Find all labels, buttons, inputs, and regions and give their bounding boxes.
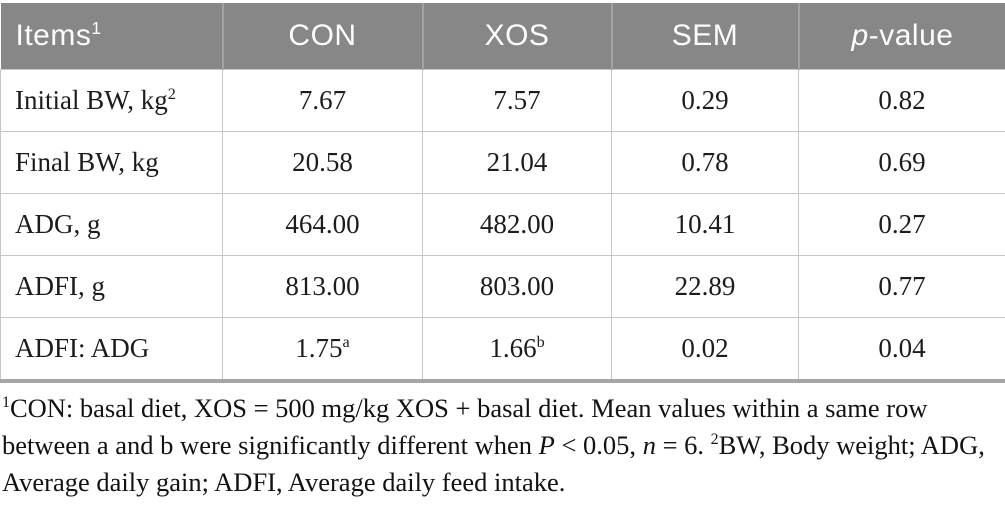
table-row: ADG, g 464.00 482.00 10.41 0.27 (0, 193, 1005, 256)
footnote-superscript-1: 1 (2, 394, 10, 412)
header-con: CON (221, 3, 423, 70)
con-value: 464.00 (285, 209, 360, 239)
con-value: 1.75 (295, 333, 343, 363)
cell-con: 1.75a (222, 317, 423, 382)
header-pvalue-rest: -value (868, 19, 954, 52)
con-value: 7.67 (298, 85, 347, 115)
cell-pvalue: 0.27 (798, 193, 1005, 256)
footnote-superscript-2: 2 (710, 431, 719, 449)
header-items: Items1 (0, 3, 223, 70)
xos-value: 482.00 (479, 209, 555, 239)
cell-xos: 21.04 (422, 131, 612, 194)
cell-con: 464.00 (222, 193, 423, 256)
cell-con: 813.00 (222, 255, 423, 318)
footnote-text-1: CON: basal diet, XOS = 500 mg/kg XOS + b… (2, 393, 928, 460)
item-label: Initial BW, kg (15, 85, 168, 115)
footnote-text-2: < 0.05, (554, 430, 643, 460)
cell-item: ADFI, g (0, 255, 223, 318)
header-items-label: Items (15, 19, 92, 52)
item-label: ADG, g (15, 209, 101, 239)
xos-value: 21.04 (486, 147, 548, 177)
xos-superscript: b (536, 333, 545, 351)
cell-pvalue: 0.82 (798, 69, 1005, 132)
cell-sem: 0.02 (611, 317, 799, 382)
header-row: Items1 CON XOS SEM p-value (0, 3, 1005, 70)
table-row: Final BW, kg 20.58 21.04 0.78 0.69 (0, 131, 1005, 194)
header-sem: SEM (610, 3, 799, 70)
cell-xos: 1.66b (422, 317, 612, 382)
table-row: ADFI: ADG 1.75a 1.66b 0.02 0.04 (0, 317, 1005, 382)
con-value: 813.00 (285, 271, 360, 301)
cell-sem: 22.89 (611, 255, 799, 318)
con-value: 20.58 (292, 147, 353, 177)
header-pvalue: p-value (797, 3, 1005, 70)
footnote-p-italic: P (538, 430, 555, 460)
cell-xos: 482.00 (422, 193, 612, 256)
item-label: ADFI: ADG (15, 333, 150, 363)
item-superscript: 2 (167, 85, 176, 103)
con-superscript: a (342, 333, 350, 351)
header-pvalue-p: p (851, 19, 869, 52)
item-label: ADFI, g (15, 271, 106, 301)
table-footnote: 1CON: basal diet, XOS = 500 mg/kg XOS + … (2, 390, 1002, 501)
table-row: ADFI, g 813.00 803.00 22.89 0.77 (0, 255, 1005, 318)
cell-item: ADFI: ADG (0, 317, 223, 382)
cell-sem: 0.29 (611, 69, 799, 132)
cell-con: 20.58 (222, 131, 423, 194)
xos-value: 1.66 (489, 333, 537, 363)
cell-pvalue: 0.69 (798, 131, 1005, 194)
cell-pvalue: 0.77 (798, 255, 1005, 318)
cell-pvalue: 0.04 (798, 317, 1005, 382)
cell-item: Initial BW, kg2 (0, 69, 223, 132)
item-label: Final BW, kg (15, 147, 159, 177)
footnote-n-italic: n (642, 430, 656, 460)
cell-con: 7.67 (222, 69, 423, 132)
cell-xos: 803.00 (422, 255, 612, 318)
footnote-text-3: = 6. (655, 430, 711, 460)
xos-value: 803.00 (479, 271, 555, 301)
performance-table: Items1 CON XOS SEM p-value Initial BW, k… (0, 3, 1005, 383)
header-xos: XOS (421, 3, 612, 70)
xos-value: 7.57 (493, 85, 541, 115)
header-items-superscript: 1 (91, 18, 102, 38)
table-row: Initial BW, kg2 7.67 7.57 0.29 0.82 (0, 69, 1005, 132)
cell-sem: 10.41 (611, 193, 799, 256)
cell-sem: 0.78 (611, 131, 799, 194)
cell-item: Final BW, kg (0, 131, 223, 194)
cell-xos: 7.57 (422, 69, 612, 132)
cell-item: ADG, g (0, 193, 223, 256)
footnote-text-4: BW, Body weight; ADG, Average daily gain… (2, 430, 985, 497)
